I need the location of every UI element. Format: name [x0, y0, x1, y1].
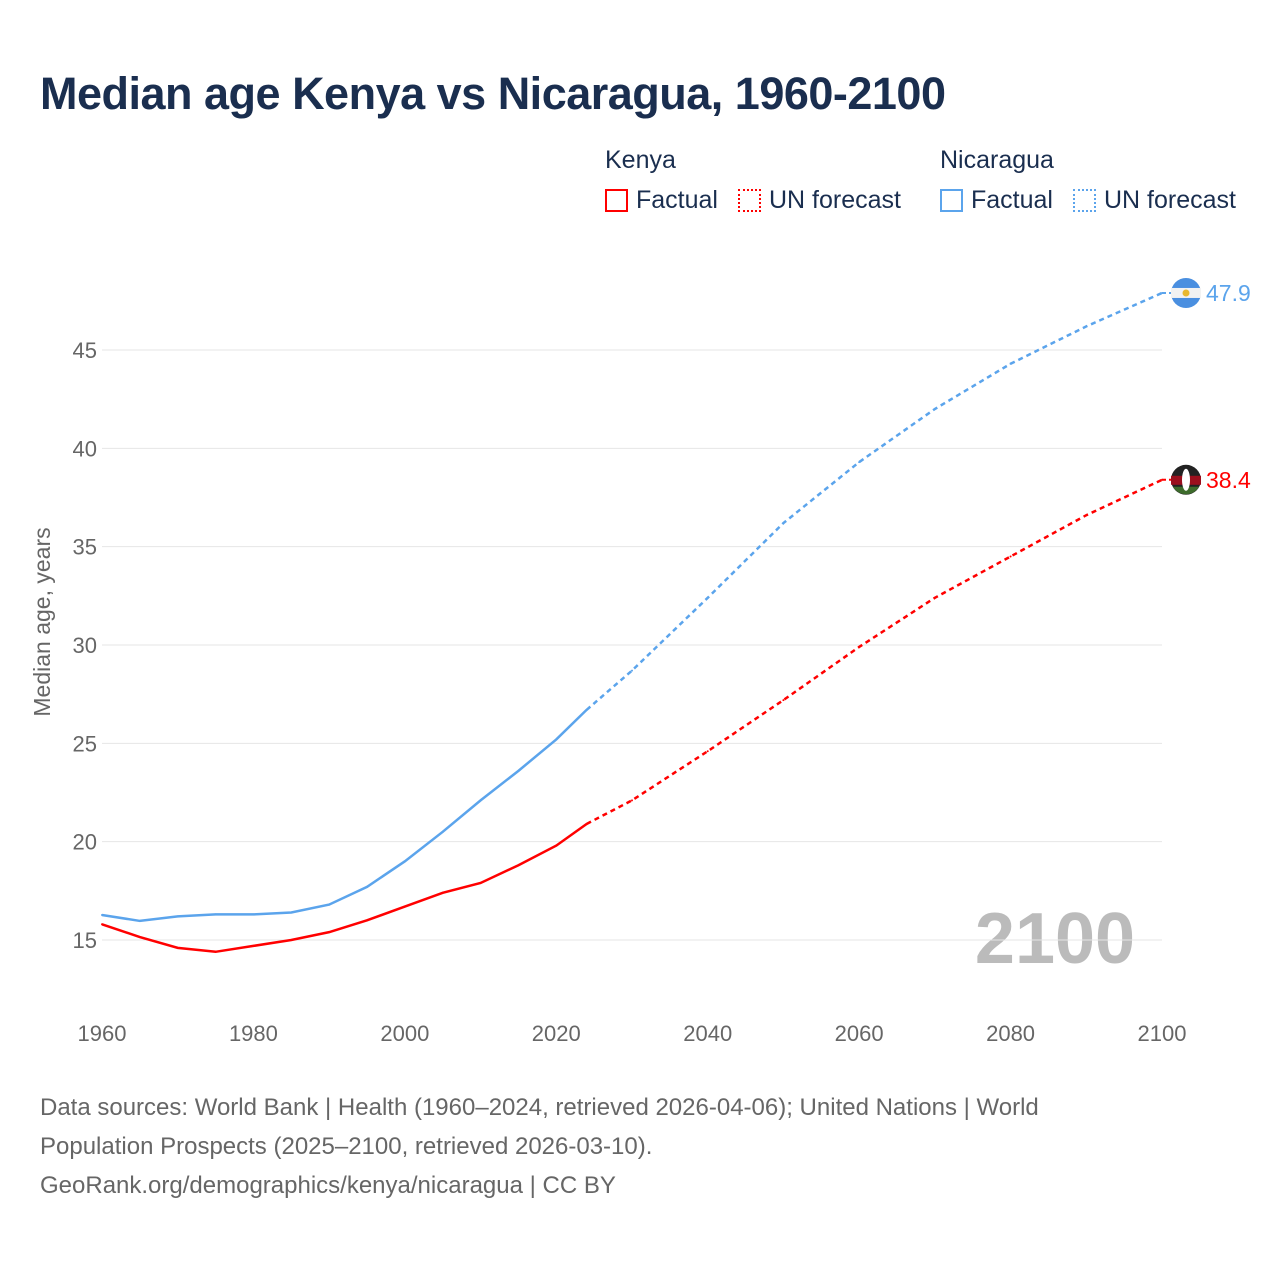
nicaragua-data-point: [555, 738, 558, 741]
legend-kenya-forecast-swatch: [738, 189, 761, 212]
kenya-data-point: [176, 946, 179, 949]
nicaragua-flag-icon: [1171, 277, 1201, 308]
kenya-data-point: [555, 844, 558, 847]
kenya-data-point: [706, 750, 709, 753]
legend-group-nicaragua: Nicaragua: [940, 146, 1054, 174]
kenya-data-point: [252, 944, 255, 947]
kenya-forecast-line: [585, 478, 1163, 826]
source-link[interactable]: GeoRank.org/demographics/kenya/nicaragua…: [40, 1172, 616, 1199]
kenya-data-point: [782, 699, 785, 702]
x-tick-label: 2040: [683, 1021, 732, 1046]
y-tick-label: 20: [73, 830, 97, 855]
kenya-data-point: [933, 596, 936, 599]
legend-kenya-factual-swatch: [605, 189, 628, 212]
legend-kenya-factual[interactable]: Factual: [636, 186, 718, 214]
nicaragua-data-point: [138, 919, 141, 922]
x-tick-label: 2020: [532, 1021, 581, 1046]
kenya-data-point: [366, 919, 368, 922]
y-tick-label: 35: [73, 535, 97, 560]
legend-nicaragua-forecast-swatch: [1073, 189, 1096, 212]
source-note: Data sources: World Bank | Health (1960–…: [40, 1088, 1220, 1205]
nicaragua-data-point: [176, 915, 179, 918]
kenya-data-point: [1085, 514, 1088, 517]
kenya-data-point: [441, 891, 444, 894]
nicaragua-data-point: [252, 913, 255, 916]
x-tick-label: 2100: [1138, 1021, 1187, 1046]
y-tick-label: 45: [73, 338, 97, 363]
flag-emblem: [1182, 289, 1190, 297]
legend-nicaragua-factual[interactable]: Factual: [971, 186, 1053, 214]
x-tick-label: 1980: [229, 1021, 278, 1046]
kenya-data-point: [214, 950, 217, 953]
nicaragua-end-label: 47.9: [1206, 280, 1251, 306]
kenya-flag-icon: [1171, 464, 1201, 495]
kenya-factual-line: [101, 822, 588, 954]
nicaragua-data-point: [706, 596, 709, 599]
source-line-2: Population Prospects (2025–2100, retriev…: [40, 1133, 653, 1160]
nicaragua-data-point: [290, 911, 293, 914]
nicaragua-forecast-line: [585, 291, 1163, 711]
chart-title: Median age Kenya vs Nicaragua, 1960-2100: [40, 68, 946, 119]
nicaragua-data-point: [366, 885, 368, 888]
kenya-data-point: [138, 936, 141, 939]
source-line-1: Data sources: World Bank | Health (1960–…: [40, 1094, 1039, 1121]
y-tick-label: 30: [73, 633, 97, 658]
y-tick-label: 15: [73, 928, 97, 953]
kenya-data-point: [858, 645, 861, 648]
legend-group-kenya: Kenya: [605, 146, 676, 174]
legend-nicaragua-forecast[interactable]: UN forecast: [1104, 186, 1236, 214]
nicaragua-data-point: [479, 799, 482, 802]
nicaragua-data-point: [858, 461, 861, 464]
x-tick-label: 2060: [835, 1021, 884, 1046]
kenya-data-point: [101, 923, 103, 926]
kenya-data-point: [403, 905, 406, 908]
nicaragua-data-point: [517, 769, 520, 772]
nicaragua-data-point: [1085, 325, 1088, 328]
x-tick-label: 2080: [986, 1021, 1035, 1046]
legend-kenya-forecast[interactable]: UN forecast: [769, 186, 901, 214]
nicaragua-data-point: [1009, 362, 1012, 365]
y-tick-label: 25: [73, 731, 97, 756]
nicaragua-data-point: [328, 903, 331, 906]
year-watermark: 2100: [975, 899, 1135, 979]
flag-shield: [1182, 468, 1190, 491]
kenya-data-point: [328, 931, 331, 934]
nicaragua-factual-line: [101, 709, 588, 923]
y-tick-label: 40: [73, 436, 97, 461]
nicaragua-data-point: [214, 913, 217, 916]
kenya-data-point: [479, 881, 482, 884]
nicaragua-data-point: [101, 914, 103, 917]
kenya-data-point: [517, 864, 520, 867]
nicaragua-data-point: [631, 669, 633, 672]
kenya-data-point: [1009, 555, 1012, 558]
legend-nicaragua-factual-swatch: [940, 189, 963, 212]
kenya-data-point: [290, 939, 293, 941]
nicaragua-data-point: [403, 860, 406, 863]
x-tick-label: 1960: [78, 1021, 127, 1046]
y-axis-label: Median age, years: [29, 527, 55, 716]
kenya-data-point: [585, 822, 588, 825]
kenya-end-label: 38.4: [1206, 467, 1251, 493]
nicaragua-data-point: [441, 830, 444, 833]
kenya-data-point: [631, 799, 633, 802]
nicaragua-data-point: [782, 522, 785, 525]
x-tick-label: 2000: [380, 1021, 429, 1046]
nicaragua-data-point: [933, 408, 936, 410]
nicaragua-data-point: [585, 708, 588, 711]
